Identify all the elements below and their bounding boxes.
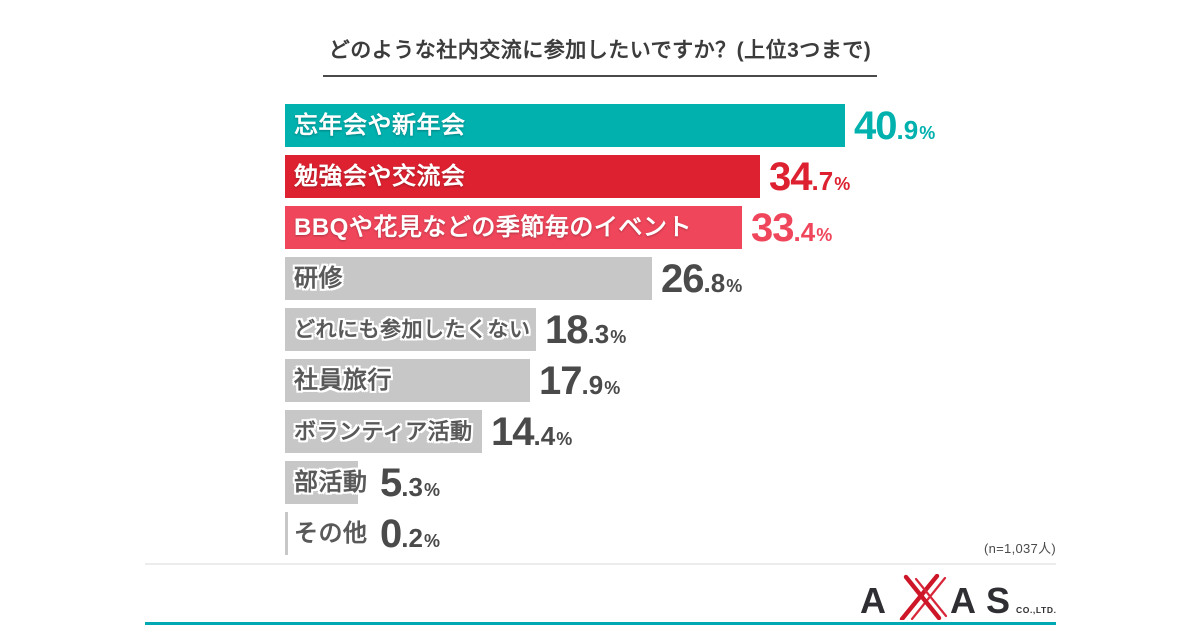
bar (285, 512, 288, 555)
bar-value-dec: .7 (811, 165, 834, 196)
bar (285, 410, 482, 453)
bar-value-dec: .2 (401, 522, 423, 553)
bar-label: BBQや花見などの季節毎のイベント (294, 213, 692, 241)
bar-label: 社員旅行 (294, 366, 392, 394)
bar-track: 忘年会や新年会 (285, 104, 845, 147)
bar-value-dec: .4 (793, 216, 816, 247)
percent-sign: % (726, 275, 743, 296)
bar-value-int: 5 (380, 460, 402, 505)
logo-x-icon (899, 574, 948, 620)
bar-value-dec: .9 (581, 369, 604, 400)
bar (285, 104, 845, 147)
bar-value: 26.8% (661, 259, 742, 299)
percent-sign: % (423, 479, 440, 500)
logo-suffix: CO.,LTD. (1016, 605, 1057, 615)
percent-sign: % (604, 377, 621, 398)
bar (285, 308, 536, 351)
chart-title: どのような社内交流に参加したいですか？(上位3つまで) (322, 34, 878, 77)
bar-label: ボランティア活動 (294, 418, 473, 444)
bar-value-dec: .3 (587, 318, 610, 349)
bar-value-int: 0 (380, 511, 402, 556)
logo-letter-a1: A (860, 580, 886, 620)
bar-value-int: 34 (769, 154, 812, 199)
bar-value: 34.7% (769, 157, 850, 197)
bar-value: 5.3% (380, 463, 440, 503)
percent-sign: % (610, 326, 627, 347)
bar-label: 部活動 (294, 468, 368, 496)
bar-row: 社員旅行 17.9% (285, 359, 935, 402)
bar-label: 勉強会や交流会 (294, 162, 466, 190)
percent-sign: % (423, 530, 440, 551)
percent-sign: % (556, 428, 573, 449)
bar-value: 17.9% (539, 361, 620, 401)
bar-track: どれにも参加したくない (285, 308, 536, 351)
bar-track: 勉強会や交流会 (285, 155, 760, 198)
bar-row: 忘年会や新年会 40.9% (285, 104, 935, 147)
bar-value-int: 18 (545, 307, 588, 352)
bar (285, 257, 652, 300)
bar-value-dec: .4 (533, 420, 556, 451)
bar-value-dec: .8 (703, 267, 726, 298)
bar-row: BBQや花見などの季節毎のイベント 33.4% (285, 206, 935, 249)
bar-value-int: 26 (661, 256, 704, 301)
bar-row: 部活動 5.3% (285, 461, 935, 504)
bar-row: どれにも参加したくない 18.3% (285, 308, 935, 351)
percent-sign: % (816, 224, 833, 245)
footer-divider (145, 563, 1056, 565)
bar-track: ボランティア活動 (285, 410, 482, 453)
percent-sign: % (834, 173, 851, 194)
bar-row: その他 0.2% (285, 512, 935, 555)
chart-title-row: どのような社内交流に参加したいですか？(上位3つまで) (0, 34, 1200, 77)
bar-value-dec: .3 (401, 471, 423, 502)
logo-letter-a2: A (950, 580, 976, 620)
bar-label: 研修 (294, 264, 343, 292)
bar (285, 359, 530, 402)
bar-label: 忘年会や新年会 (294, 111, 466, 139)
bar-value-int: 14 (491, 409, 534, 454)
axas-logo: A A S CO.,LTD. (860, 574, 1057, 620)
bar-track: 部活動 (285, 461, 371, 504)
bar-value-int: 33 (751, 205, 794, 250)
bar-track: 社員旅行 (285, 359, 530, 402)
bar-value: 33.4% (751, 208, 832, 248)
bar-row: ボランティア活動 14.4% (285, 410, 935, 453)
bar-value-int: 17 (539, 358, 582, 403)
bar-value-int: 40 (854, 103, 897, 148)
bar-value-dec: .9 (896, 114, 919, 145)
bar-value: 14.4% (491, 412, 572, 452)
bar (285, 206, 742, 249)
bar-value: 18.3% (545, 310, 626, 350)
bar-label: どれにも参加したくない (294, 318, 531, 341)
percent-sign: % (919, 122, 936, 143)
bar-track: 研修 (285, 257, 652, 300)
bar-row: 勉強会や交流会 34.7% (285, 155, 935, 198)
bar-chart: 忘年会や新年会 40.9% 勉強会や交流会 34.7% BBQや花見などの季節毎… (285, 104, 935, 563)
footer-accent-line (145, 622, 1056, 625)
bar-track: BBQや花見などの季節毎のイベント (285, 206, 742, 249)
bar-label: その他 (294, 519, 368, 547)
bar (285, 461, 358, 504)
logo-letter-s: S (986, 580, 1010, 620)
bar-value: 0.2% (380, 514, 440, 554)
bar-value: 40.9% (854, 106, 935, 146)
bar-row: 研修 26.8% (285, 257, 935, 300)
sample-size-note: (n=1,037人) (983, 541, 1056, 556)
bar (285, 155, 760, 198)
bar-track: その他 (285, 512, 371, 555)
